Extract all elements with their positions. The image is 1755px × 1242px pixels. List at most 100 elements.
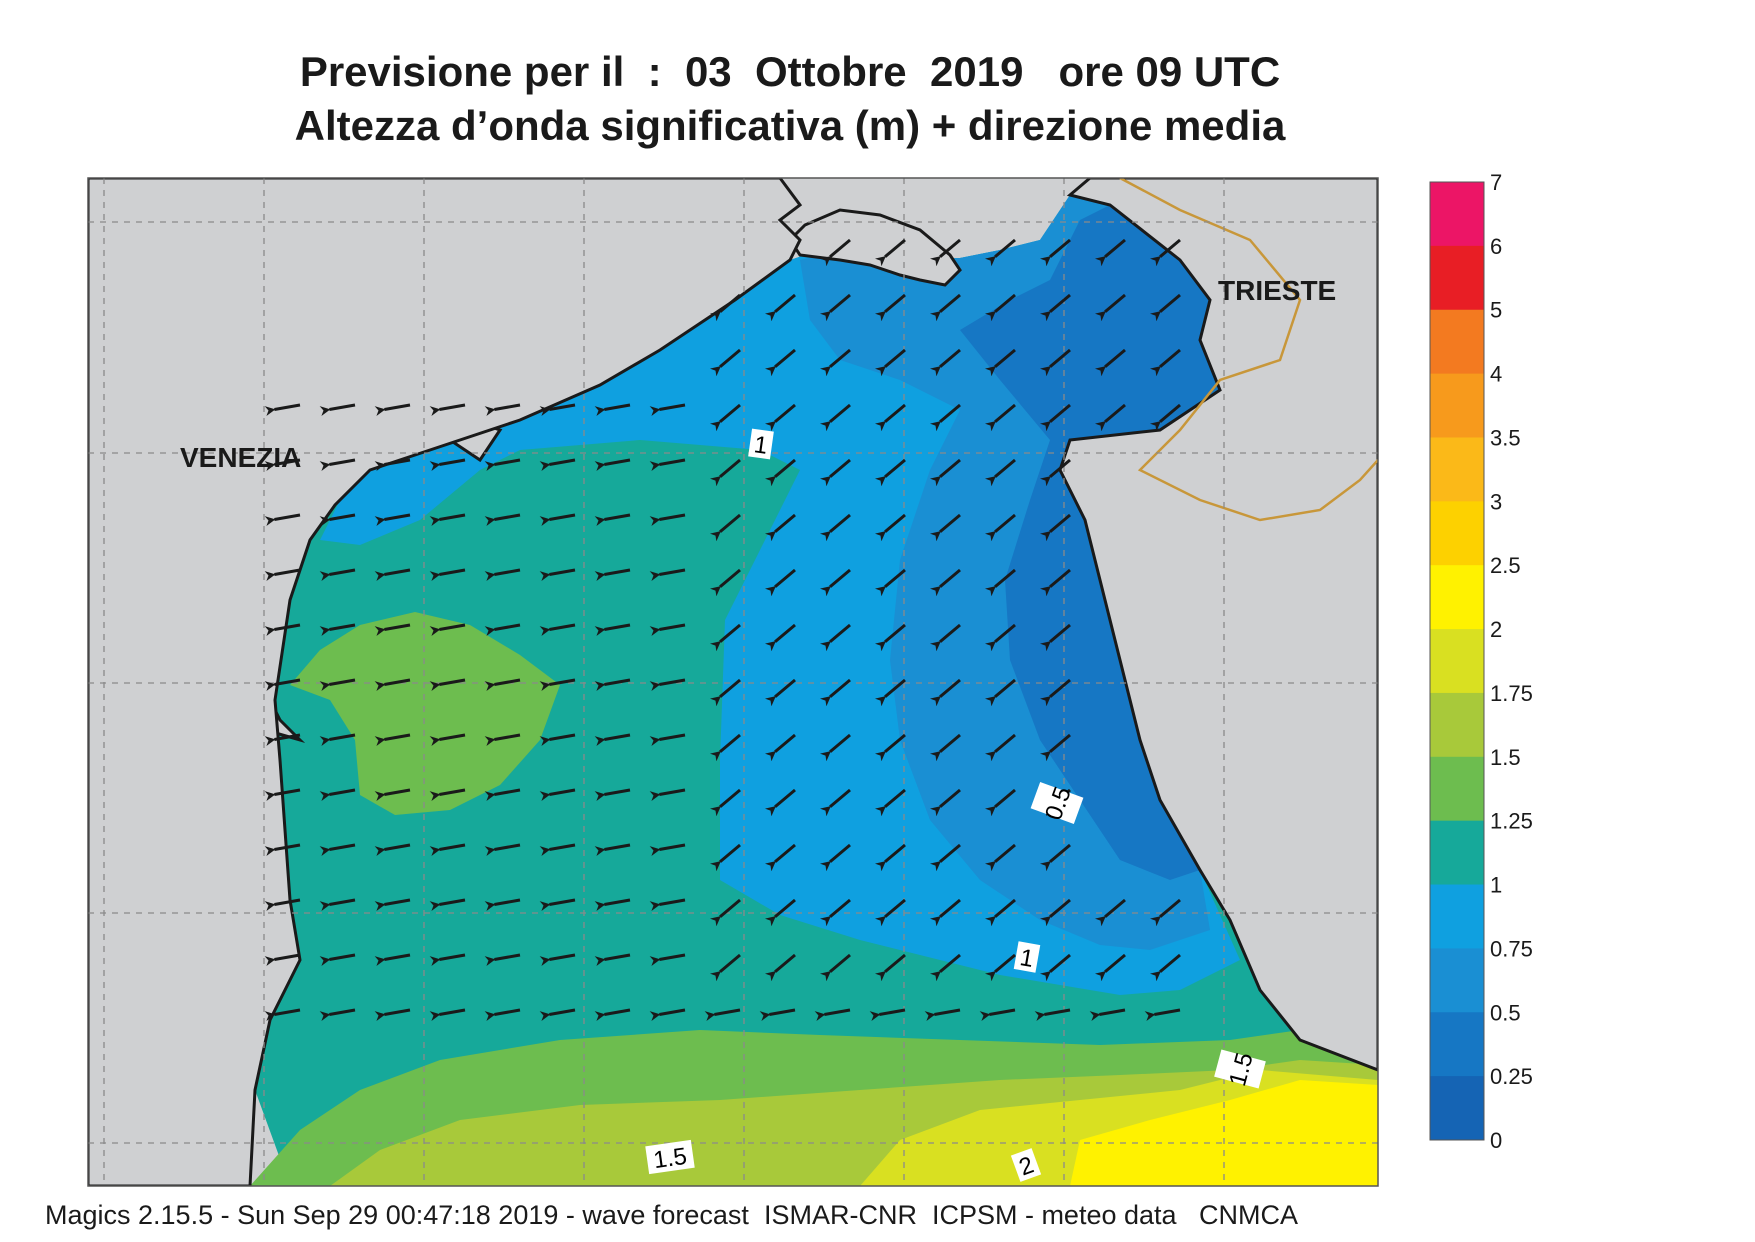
wave-arrow xyxy=(649,568,686,582)
wave-arrow xyxy=(984,623,1016,652)
wave-arrow xyxy=(319,953,356,967)
wave-arrow xyxy=(539,733,576,747)
legend-swatch xyxy=(1430,948,1484,1013)
map-frame xyxy=(87,177,1379,1187)
wave-arrow xyxy=(764,513,796,542)
wave-arrow xyxy=(1089,1008,1126,1022)
wave-arrow xyxy=(1039,238,1071,267)
wave-arrow xyxy=(984,788,1016,817)
legend-swatch xyxy=(1430,182,1484,247)
wave-arrow xyxy=(649,733,686,747)
legend-swatch xyxy=(1430,629,1484,694)
wave-arrow xyxy=(1039,623,1071,652)
wave-arrow xyxy=(819,898,851,927)
wave-arrow xyxy=(874,238,906,267)
title-line-1: Previsione per il : 03 Ottobre 2019 ore … xyxy=(299,48,1281,95)
wave-arrow xyxy=(484,568,521,582)
wave-arrow xyxy=(539,513,576,527)
legend-swatch xyxy=(1430,1012,1484,1077)
wave-arrow xyxy=(984,238,1016,267)
wave-arrow xyxy=(1039,348,1071,377)
wave-arrow xyxy=(709,513,741,542)
wave-arrow xyxy=(594,733,631,747)
wave-arrow xyxy=(874,953,906,982)
wave-arrow xyxy=(319,898,356,912)
wave-arrow xyxy=(429,843,466,857)
wave-arrow xyxy=(764,458,796,487)
wave-arrow xyxy=(374,843,411,857)
wave-arrow xyxy=(984,348,1016,377)
wave-arrow xyxy=(484,623,521,637)
wave-arrow xyxy=(709,348,741,377)
wave-arrow xyxy=(374,1008,411,1022)
wave-arrow xyxy=(984,678,1016,707)
wave-arrow xyxy=(709,678,741,707)
city-label-venezia: VENEZIA xyxy=(180,442,301,473)
wave-arrow xyxy=(1094,898,1126,927)
wave-arrow xyxy=(319,678,356,692)
wave-arrow xyxy=(929,788,961,817)
legend-tick-label: 5 xyxy=(1490,298,1502,323)
legend-tick-label: 1 xyxy=(1490,873,1502,898)
wave-arrow xyxy=(484,458,521,472)
wave-arrow xyxy=(709,293,741,322)
map-panel xyxy=(88,178,1378,1186)
color-scale-legend: 7 6 5 4 3.5 3 2.5 2 1.75 1.5 1.25 1 0.75 0.5 0.25 0 xyxy=(1429,170,1533,1153)
wave-arrow xyxy=(709,898,741,927)
wave-arrow xyxy=(929,348,961,377)
wave-arrow xyxy=(819,238,851,267)
wave-arrow xyxy=(984,953,1016,982)
wave-arrow xyxy=(539,403,576,417)
wave-arrow xyxy=(874,733,906,762)
contour-label-1.5-east: 1.5 xyxy=(1214,1049,1266,1089)
wave-arrow xyxy=(374,678,411,692)
contour-label-1-north: 1 xyxy=(748,428,774,460)
wave-arrow xyxy=(539,568,576,582)
wave-arrow xyxy=(429,458,466,472)
legend-tick-label: 3.5 xyxy=(1490,425,1521,450)
wave-arrow xyxy=(1094,238,1126,267)
wave-arrow xyxy=(929,678,961,707)
wave-arrow xyxy=(539,898,576,912)
legend-swatch xyxy=(1430,245,1484,311)
wave-arrow xyxy=(429,953,466,967)
wave-arrow xyxy=(764,678,796,707)
wave-arrow xyxy=(814,1008,851,1022)
wave-arrow xyxy=(594,458,631,472)
wave-arrow xyxy=(649,513,686,527)
wave-arrow xyxy=(319,733,356,747)
legend-tick-label: 0.75 xyxy=(1490,936,1533,961)
wave-arrow xyxy=(1039,568,1071,597)
wave-arrow xyxy=(1039,733,1071,762)
wave-arrow xyxy=(1039,678,1071,707)
legend-tick-label: 0.5 xyxy=(1490,1000,1521,1025)
wave-arrow xyxy=(1034,1008,1071,1022)
wave-arrow xyxy=(374,788,411,802)
wave-arrow xyxy=(374,568,411,582)
wave-arrow xyxy=(649,788,686,802)
wave-arrow xyxy=(429,568,466,582)
wave-arrow xyxy=(594,843,631,857)
wave-arrow xyxy=(374,458,411,472)
wave-arrow xyxy=(649,403,686,417)
state-border xyxy=(1119,178,1378,522)
wave-arrow xyxy=(709,843,741,872)
wave-arrow xyxy=(594,568,631,582)
wave-arrow xyxy=(709,403,741,432)
wave-arrow xyxy=(429,733,466,747)
footer-credits: Magics 2.15.5 - Sun Sep 29 00:47:18 2019… xyxy=(45,1200,1299,1230)
wave-arrow xyxy=(319,843,356,857)
wave-arrow xyxy=(1149,898,1181,927)
wave-arrow xyxy=(819,623,851,652)
wave-arrow xyxy=(264,513,301,527)
wave-arrow xyxy=(429,1008,466,1022)
wave-arrow xyxy=(984,458,1016,487)
wave-arrow xyxy=(819,458,851,487)
title-line-2: Altezza d’onda significativa (m) + direz… xyxy=(294,102,1286,149)
wave-arrow xyxy=(764,348,796,377)
wave-arrow xyxy=(984,568,1016,597)
wave-arrow xyxy=(594,898,631,912)
wave-arrow xyxy=(264,678,301,692)
wave-arrow xyxy=(539,1008,576,1022)
wave-arrow xyxy=(594,623,631,637)
